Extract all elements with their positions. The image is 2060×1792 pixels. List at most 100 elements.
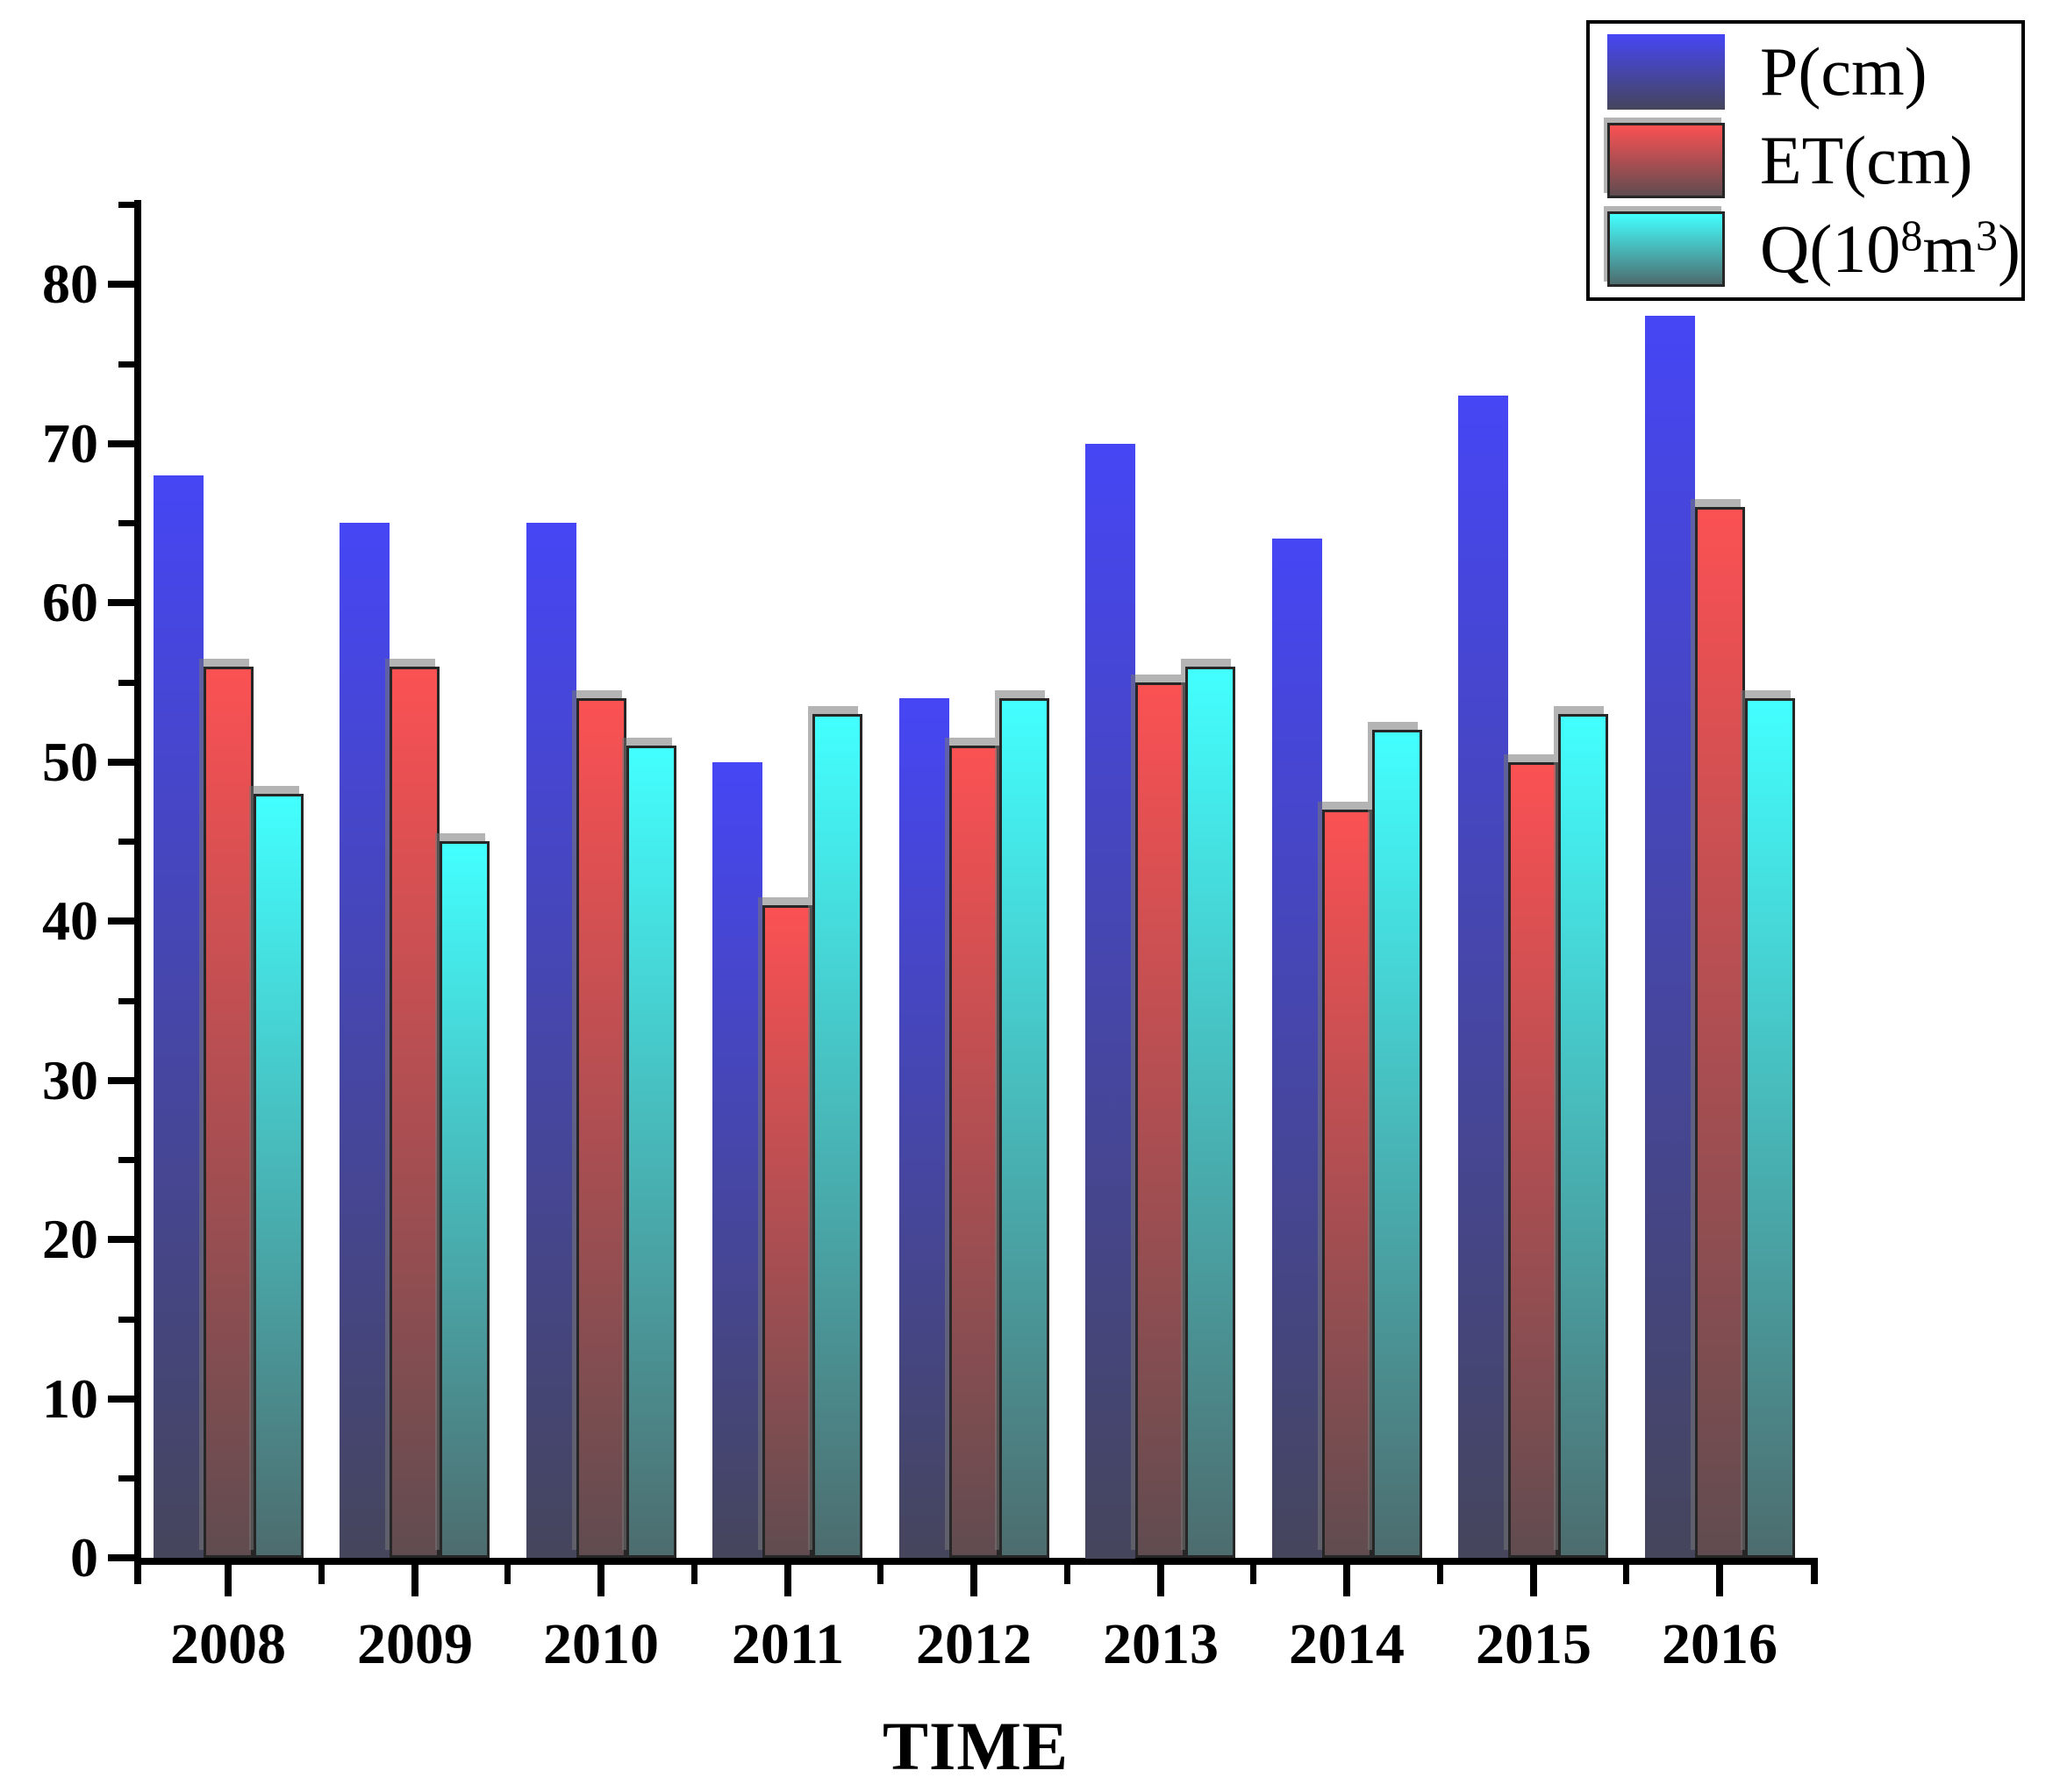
y-major-tick <box>108 440 134 447</box>
x-major-tick <box>1530 1565 1537 1596</box>
bar-P-2011 <box>712 762 762 1558</box>
bar-Q-2010 <box>626 746 676 1558</box>
bar-Q-2008 <box>254 794 304 1558</box>
y-minor-tick <box>118 361 134 368</box>
legend-swatch-P <box>1607 33 1725 110</box>
x-axis-title: TIME <box>882 1708 1069 1784</box>
y-minor-tick <box>118 520 134 526</box>
y-tick-label: 0 <box>70 1526 98 1589</box>
bar-Q-2015 <box>1558 714 1608 1558</box>
bar-ET-2011 <box>762 905 812 1558</box>
y-major-tick <box>108 281 134 288</box>
legend-label-P: P(cm) <box>1760 32 1928 111</box>
x-minor-tick <box>877 1565 883 1584</box>
bar-ET-2009 <box>390 667 440 1558</box>
bar-Q-2012 <box>999 698 1049 1558</box>
y-major-tick <box>108 917 134 925</box>
legend-swatch-Q <box>1607 211 1725 288</box>
x-major-tick <box>970 1565 977 1596</box>
legend-label-text: P(cm) <box>1760 32 1928 110</box>
x-tick-label: 2014 <box>1289 1612 1405 1676</box>
bar-P-2016 <box>1645 316 1695 1558</box>
x-tick-label: 2010 <box>543 1612 659 1676</box>
bar-P-2014 <box>1272 539 1322 1558</box>
legend-label-ET: ET(cm) <box>1760 121 1973 200</box>
y-major-tick <box>108 1236 134 1243</box>
bar-Q-2014 <box>1372 730 1422 1558</box>
x-minor-tick <box>1437 1565 1443 1584</box>
y-minor-tick <box>118 680 134 686</box>
y-tick-label: 60 <box>42 571 98 633</box>
legend-label-text: 8 <box>1900 211 1923 261</box>
x-axis-line <box>134 1558 1818 1565</box>
bar-Q-2016 <box>1745 698 1795 1558</box>
x-minor-tick <box>1064 1565 1070 1584</box>
bar-P-2009 <box>340 523 390 1558</box>
legend-label-Q: Q(108m3) <box>1760 210 2021 289</box>
bar-P-2013 <box>1085 444 1135 1559</box>
y-tick-label: 40 <box>42 889 98 952</box>
y-minor-tick <box>118 998 134 1004</box>
y-major-tick <box>108 1554 134 1561</box>
bar-ET-2014 <box>1322 810 1372 1558</box>
bar-ET-2013 <box>1135 682 1185 1558</box>
bar-ET-2016 <box>1695 507 1745 1558</box>
legend-box: P(cm) ET(cm) Q(108m3) <box>1586 20 2025 301</box>
y-tick-label: 20 <box>42 1208 98 1270</box>
y-minor-tick <box>118 1475 134 1481</box>
legend-swatch-ET <box>1607 122 1725 198</box>
x-tick-label: 2009 <box>357 1612 473 1676</box>
x-minor-tick <box>1250 1565 1256 1584</box>
x-major-tick <box>1343 1565 1350 1596</box>
y-minor-tick <box>118 202 134 208</box>
x-major-tick <box>1157 1565 1164 1596</box>
x-major-tick <box>784 1565 791 1596</box>
y-minor-tick <box>118 1157 134 1163</box>
y-major-tick <box>108 759 134 766</box>
legend-label-text: m <box>1922 211 1976 288</box>
x-minor-tick <box>504 1565 511 1584</box>
legend-label-text: 3 <box>1975 211 1998 261</box>
y-tick-label: 70 <box>42 412 98 475</box>
bar-Q-2013 <box>1185 667 1235 1558</box>
bar-ET-2010 <box>576 698 626 1558</box>
legend-item-Q: Q(108m3) <box>1590 205 2021 293</box>
y-tick-label: 30 <box>42 1049 98 1111</box>
bar-ET-2012 <box>949 746 999 1558</box>
x-minor-tick <box>691 1565 697 1584</box>
y-tick-label: 80 <box>42 253 98 315</box>
y-minor-tick <box>118 1317 134 1323</box>
y-major-tick <box>108 1077 134 1084</box>
x-major-tick <box>597 1565 604 1596</box>
legend-label-text: Q(10 <box>1760 211 1901 288</box>
legend-item-P: P(cm) <box>1590 28 2021 116</box>
x-major-tick <box>225 1565 232 1596</box>
y-minor-tick <box>118 839 134 845</box>
bar-P-2012 <box>899 698 949 1558</box>
y-major-tick <box>108 1396 134 1403</box>
x-major-tick <box>1716 1565 1723 1596</box>
x-tick-label: 2013 <box>1103 1612 1219 1676</box>
bar-P-2015 <box>1458 396 1508 1558</box>
x-tick-label: 2008 <box>170 1612 286 1676</box>
x-axis-left-end-tick <box>134 1565 141 1584</box>
x-minor-tick <box>318 1565 325 1584</box>
x-tick-label: 2015 <box>1476 1612 1591 1676</box>
x-tick-label: 2011 <box>731 1612 845 1676</box>
legend-label-text: ) <box>1997 211 2021 288</box>
x-minor-tick <box>1623 1565 1629 1584</box>
bar-ET-2015 <box>1508 762 1558 1558</box>
y-tick-label: 50 <box>42 731 98 793</box>
bar-ET-2008 <box>204 667 254 1558</box>
x-major-tick <box>411 1565 418 1596</box>
y-tick-label: 10 <box>42 1367 98 1430</box>
legend-item-ET: ET(cm) <box>1590 117 2021 204</box>
x-axis-right-end-tick <box>1811 1565 1818 1584</box>
bar-P-2008 <box>154 475 204 1558</box>
y-major-tick <box>108 599 134 606</box>
y-axis-line <box>134 200 141 1565</box>
bar-P-2010 <box>526 523 576 1558</box>
bar-Q-2011 <box>812 714 862 1558</box>
legend-label-text: ET(cm) <box>1760 121 1973 198</box>
